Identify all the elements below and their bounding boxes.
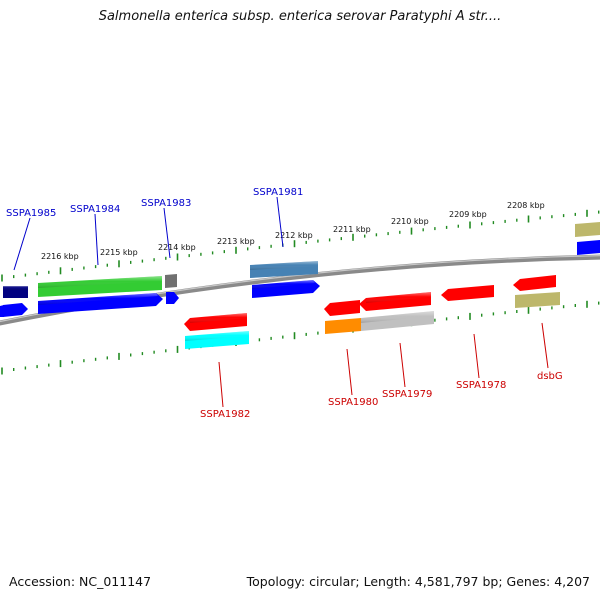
scale-ticks-top [1,209,600,282]
gene-label-dsbg[interactable]: dsbG [537,371,563,382]
scale-label: 2212 kbp [275,231,313,240]
gene-feature[interactable] [577,240,600,255]
gene-label-sspa1985[interactable]: SSPA1985 [6,208,56,219]
map-title: Salmonella enterica subsp. enterica sero… [98,9,502,24]
gene-labels-top: SSPA1985 SSPA1984 SSPA1983 SSPA1981 [6,187,303,271]
scale-ticks-bottom [1,300,600,375]
scale-label: 2215 kbp [100,248,138,257]
gene-feature[interactable] [166,292,179,304]
gene-feature[interactable] [515,292,560,308]
gene-feature[interactable] [0,305,4,317]
gene-feature[interactable] [361,311,434,331]
scale-label: 2209 kbp [449,210,487,219]
gene-feature[interactable] [324,300,360,316]
scale-label: 2210 kbp [391,217,429,226]
gene-feature[interactable] [38,293,163,314]
gene-feature[interactable] [185,331,249,349]
gene-feature[interactable] [359,292,431,311]
scale-label: 2211 kbp [333,225,371,234]
reverse-features-inner [185,292,560,349]
gene-feature[interactable] [38,276,162,297]
gene-feature[interactable] [3,303,28,317]
gene-feature[interactable] [513,275,556,291]
gene-feature[interactable] [441,285,494,301]
gene-feature[interactable] [250,261,318,278]
gene-label-sspa1984[interactable]: SSPA1984 [70,204,120,215]
gene-feature[interactable] [184,313,247,331]
gene-label-sspa1980[interactable]: SSPA1980 [328,397,378,408]
gene-feature[interactable] [165,274,177,288]
genome-summary-text: Topology: circular; Length: 4,581,797 bp… [246,574,590,589]
gene-labels-bottom: SSPA1982 SSPA1980 SSPA1979 SSPA1978 dsbG [200,322,563,420]
scale-label: 2208 kbp [507,201,545,210]
gene-label-sspa1982[interactable]: SSPA1982 [200,409,250,420]
scale-label: 2216 kbp [41,252,79,261]
scale-labels: 2216 kbp 2215 kbp 2214 kbp 2213 kbp 2212… [41,201,545,261]
gene-label-sspa1981[interactable]: SSPA1981 [253,187,303,198]
forward-features-inner [0,240,600,317]
accession-text: Accession: NC_011147 [9,574,152,589]
gene-label-sspa1979[interactable]: SSPA1979 [382,389,432,400]
gene-label-sspa1983[interactable]: SSPA1983 [141,198,191,209]
reverse-features-outer [184,275,556,331]
gene-feature[interactable] [325,318,361,334]
gene-feature[interactable] [252,280,320,298]
gene-feature[interactable] [3,286,28,298]
gene-feature[interactable] [575,222,600,237]
scale-label: 2213 kbp [217,237,255,246]
gene-label-sspa1978[interactable]: SSPA1978 [456,380,506,391]
forward-features-outer [3,222,600,298]
scale-label: 2214 kbp [158,243,196,252]
